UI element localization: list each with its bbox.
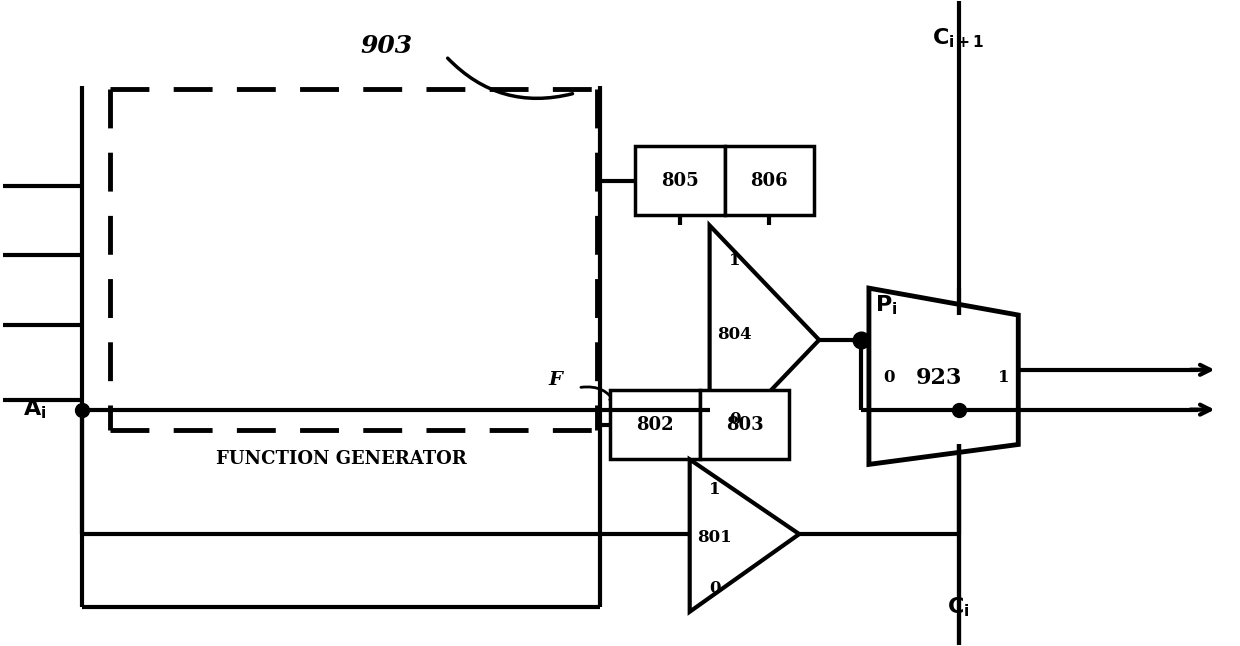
Text: 0: 0 xyxy=(709,580,720,598)
Text: 804: 804 xyxy=(717,326,751,344)
Text: 1: 1 xyxy=(998,370,1009,386)
Bar xyxy=(635,146,724,216)
Text: 0: 0 xyxy=(729,411,740,428)
Text: 903: 903 xyxy=(360,34,412,58)
Text: 802: 802 xyxy=(636,415,673,433)
Text: 0: 0 xyxy=(883,370,894,386)
Bar xyxy=(724,146,815,216)
Text: F: F xyxy=(548,371,562,389)
FancyArrowPatch shape xyxy=(580,387,616,404)
Text: 801: 801 xyxy=(697,528,732,546)
Polygon shape xyxy=(869,288,1018,464)
Text: 923: 923 xyxy=(915,367,962,389)
FancyArrowPatch shape xyxy=(448,58,573,98)
Polygon shape xyxy=(689,459,800,612)
Text: FUNCTION GENERATOR: FUNCTION GENERATOR xyxy=(216,450,466,468)
Text: $\mathbf{A_i}$: $\mathbf{A_i}$ xyxy=(22,398,46,421)
Text: $\mathbf{P_i}$: $\mathbf{P_i}$ xyxy=(875,293,898,317)
Text: 803: 803 xyxy=(725,415,764,433)
Text: 806: 806 xyxy=(750,172,789,190)
Text: 805: 805 xyxy=(661,172,698,190)
Polygon shape xyxy=(709,225,820,454)
Text: $\mathbf{C_i}$: $\mathbf{C_i}$ xyxy=(947,595,970,619)
Text: $\mathbf{C_{i+1}}$: $\mathbf{C_{i+1}}$ xyxy=(932,26,985,50)
Bar xyxy=(699,390,790,459)
Text: 1: 1 xyxy=(729,252,740,269)
Text: 1: 1 xyxy=(709,481,720,498)
Bar xyxy=(610,390,699,459)
